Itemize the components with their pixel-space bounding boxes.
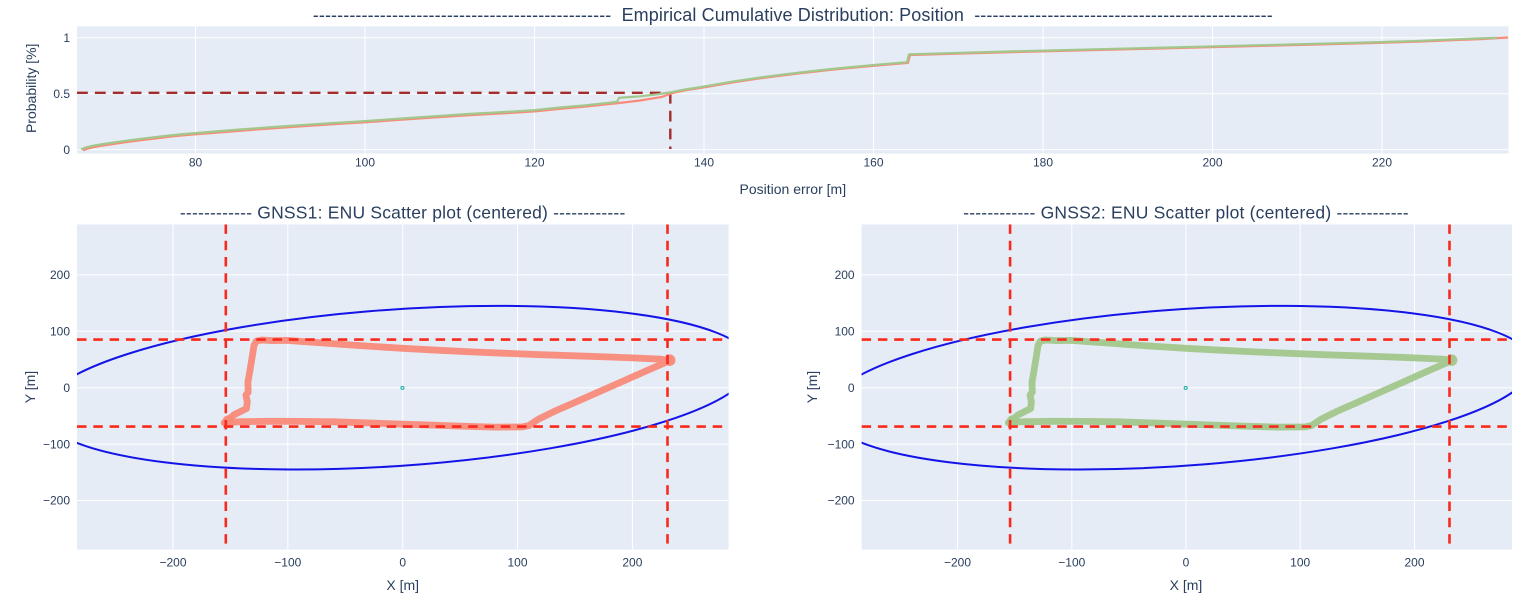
svg-text:0: 0 xyxy=(63,381,70,395)
svg-text:100: 100 xyxy=(1290,556,1310,570)
svg-text:−200: −200 xyxy=(828,494,855,508)
svg-text:Probability [%]: Probability [%] xyxy=(23,44,39,133)
svg-text:200: 200 xyxy=(622,556,642,570)
svg-text:160: 160 xyxy=(863,155,883,169)
svg-text:0: 0 xyxy=(63,143,70,157)
svg-text:−100: −100 xyxy=(1058,556,1085,570)
svg-text:180: 180 xyxy=(1033,155,1053,169)
svg-text:0.5: 0.5 xyxy=(53,87,70,101)
svg-text:100: 100 xyxy=(50,325,70,339)
svg-text:0: 0 xyxy=(848,381,855,395)
svg-text:100: 100 xyxy=(355,155,375,169)
svg-text:−100: −100 xyxy=(43,437,70,451)
svg-text:100: 100 xyxy=(835,325,855,339)
svg-text:------------ GNSS2: ENU Scatte: ------------ GNSS2: ENU Scatter plot (ce… xyxy=(963,203,1409,223)
svg-text:80: 80 xyxy=(189,155,203,169)
svg-text:−200: −200 xyxy=(159,556,186,570)
svg-text:Y [m]: Y [m] xyxy=(804,371,820,403)
svg-text:200: 200 xyxy=(1202,155,1222,169)
svg-text:−200: −200 xyxy=(43,494,70,508)
svg-text:220: 220 xyxy=(1372,155,1392,169)
svg-text:X [m]: X [m] xyxy=(386,577,419,593)
svg-text:0: 0 xyxy=(399,556,406,570)
svg-text:200: 200 xyxy=(50,268,70,282)
svg-text:0: 0 xyxy=(1183,556,1190,570)
svg-text:200: 200 xyxy=(835,268,855,282)
svg-text:200: 200 xyxy=(1404,556,1424,570)
svg-text:120: 120 xyxy=(524,155,544,169)
svg-text:−100: −100 xyxy=(828,437,855,451)
svg-text:------------------------------: ----------------------------------------… xyxy=(313,5,1273,25)
svg-text:Y [m]: Y [m] xyxy=(22,371,38,403)
svg-text:−100: −100 xyxy=(274,556,301,570)
svg-text:−200: −200 xyxy=(944,556,971,570)
svg-text:X [m]: X [m] xyxy=(1170,577,1203,593)
svg-text:140: 140 xyxy=(694,155,714,169)
svg-text:1: 1 xyxy=(63,31,70,45)
svg-text:100: 100 xyxy=(507,556,527,570)
svg-text:------------ GNSS1: ENU Scatte: ------------ GNSS1: ENU Scatter plot (ce… xyxy=(180,203,626,223)
svg-text:Position error [m]: Position error [m] xyxy=(740,181,847,197)
